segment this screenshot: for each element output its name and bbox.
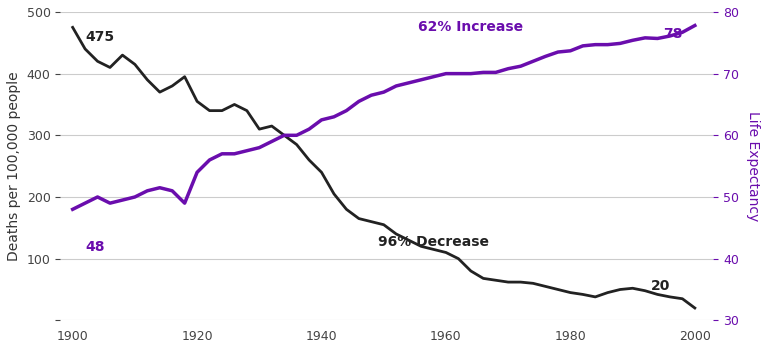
Text: 48: 48 xyxy=(85,240,104,254)
Text: 78: 78 xyxy=(663,27,683,41)
Text: 62% Increase: 62% Increase xyxy=(418,20,523,34)
Text: 475: 475 xyxy=(85,30,114,44)
Y-axis label: Deaths per 100,000 people: Deaths per 100,000 people xyxy=(7,71,21,261)
Text: 96% Decrease: 96% Decrease xyxy=(378,236,489,250)
Y-axis label: Life Expectancy: Life Expectancy xyxy=(746,111,760,221)
Text: 20: 20 xyxy=(650,279,670,293)
